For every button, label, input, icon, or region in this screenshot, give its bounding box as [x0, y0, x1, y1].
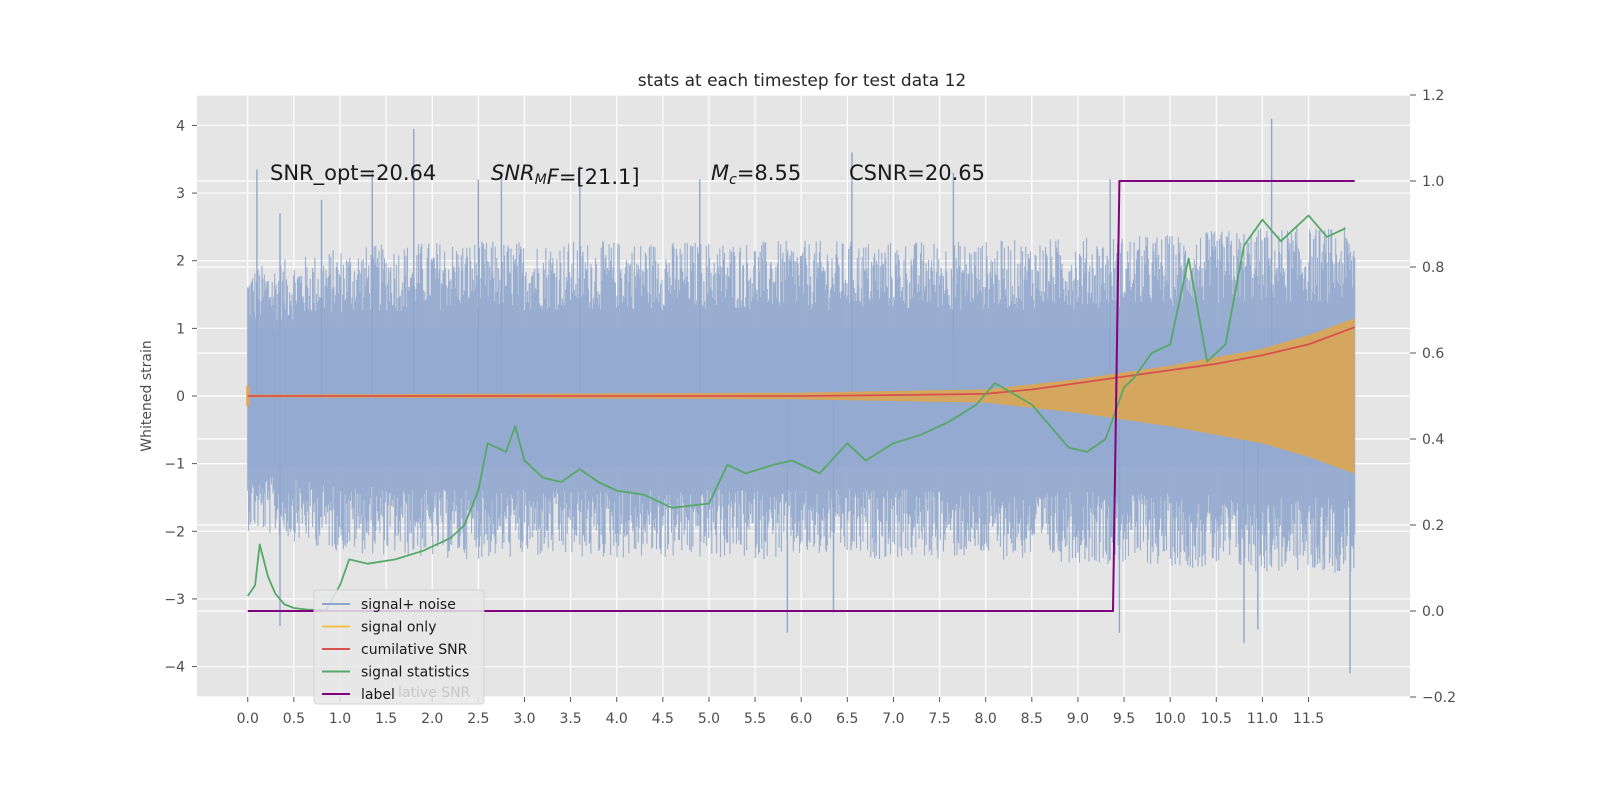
- series-cumilative-snr: [247, 326, 1356, 397]
- x-tick-label: 2.5: [467, 711, 489, 727]
- y2-tick-label: 0.4: [1422, 432, 1444, 448]
- x-tick-label: 8.0: [975, 711, 997, 727]
- x-tick-label: 7.0: [882, 711, 904, 727]
- y2-tick-label: 0.6: [1422, 346, 1444, 362]
- series-lines: [246, 180, 1356, 612]
- y-tick-label: −3: [164, 592, 185, 608]
- chart-title: stats at each timestep for test data 12: [638, 71, 967, 91]
- legend-label: signal+ noise: [361, 597, 456, 613]
- x-axis-ticks: 0.0 0.5 1.0 1.5 2.0 2.5 3.0 3.5 4.0 4.5 5.0 5.5 6.0 6…: [237, 697, 1324, 727]
- x-tick-label: 6.0: [790, 711, 812, 727]
- annotation-sub: M: [535, 172, 547, 188]
- y-tick-label: −1: [164, 457, 185, 473]
- annotation-snr-opt: SNR_opt=20.64: [270, 161, 436, 186]
- x-tick-label: 10.0: [1155, 711, 1186, 727]
- y-tick-label: 1: [176, 321, 185, 337]
- x-tick-label: 7.5: [928, 711, 950, 727]
- series-signal-statistics: [246, 214, 1346, 611]
- annotation-mc: Mc=8.55: [711, 161, 801, 188]
- x-tick-label: 1.5: [375, 711, 397, 727]
- y2-axis-ticks: 1.2 1.0 0.8 0.6 0.4 0.2 0.0 −0.2: [1410, 88, 1456, 706]
- x-tick-label: 3.0: [513, 711, 535, 727]
- x-tick-label: 11.0: [1247, 711, 1278, 727]
- x-tick-label: 9.0: [1067, 711, 1089, 727]
- legend-label: signal only: [361, 620, 436, 636]
- x-tick-label: 0.5: [283, 711, 305, 727]
- x-tick-label: 0.0: [237, 711, 259, 727]
- annotation-tail: =[21.1]: [559, 165, 640, 189]
- x-tick-label: 1.0: [329, 711, 351, 727]
- x-tick-label: 2.0: [421, 711, 443, 727]
- y2-tick-label: 1.2: [1422, 88, 1444, 104]
- legend: lative SNR signal+ noise signal only cumila…: [313, 589, 485, 705]
- legend-label: label: [361, 687, 395, 703]
- y-tick-label: 0: [176, 389, 185, 405]
- series-label: [247, 180, 1355, 612]
- y2-tick-label: 0.8: [1422, 260, 1444, 276]
- legend-ghost-text: lative SNR: [398, 685, 471, 701]
- y-tick-label: 2: [176, 254, 185, 270]
- y-tick-label: 3: [176, 186, 185, 202]
- y2-tick-label: 1.0: [1422, 174, 1444, 190]
- x-tick-label: 11.5: [1293, 711, 1324, 727]
- x-tick-label: 4.5: [652, 711, 674, 727]
- y2-tick-label: 0.0: [1422, 604, 1444, 620]
- y-tick-label: −4: [164, 660, 185, 676]
- y2-tick-label: −0.2: [1422, 690, 1456, 706]
- annotation-csnr: CSNR=20.65: [849, 161, 985, 185]
- legend-label: cumilative SNR: [361, 642, 468, 658]
- annotation-sub: c: [729, 172, 737, 188]
- annotations: SNR_opt=20.64 SNRMF=[21.1] Mc=8.55 CSNR=20.…: [270, 161, 985, 189]
- x-tick-label: 6.5: [836, 711, 858, 727]
- annotation-main: SNR: [491, 161, 535, 185]
- legend-box: [313, 589, 485, 705]
- y-axis-ticks: 4 3 2 1 0 −1 −2 −3 −4: [164, 118, 197, 676]
- annotation-tail-italic: F: [547, 165, 560, 189]
- y-tick-label: −2: [164, 524, 185, 540]
- x-tick-label: 4.0: [606, 711, 628, 727]
- annotation-tail: =8.55: [737, 161, 801, 185]
- x-tick-label: 5.0: [698, 711, 720, 727]
- x-tick-label: 5.5: [744, 711, 766, 727]
- annotation-main: M: [711, 161, 729, 185]
- y-tick-label: 4: [176, 118, 185, 134]
- x-tick-label: 9.5: [1113, 711, 1135, 727]
- x-tick-label: 3.5: [559, 711, 581, 727]
- x-tick-label: 8.5: [1021, 711, 1043, 727]
- annotation-snr-mf: SNRMF=[21.1]: [491, 161, 640, 189]
- y-axis-label: Whitened strain: [139, 340, 155, 451]
- legend-label: signal statistics: [361, 665, 469, 681]
- y2-tick-label: 0.2: [1422, 518, 1444, 534]
- x-tick-label: 10.5: [1201, 711, 1232, 727]
